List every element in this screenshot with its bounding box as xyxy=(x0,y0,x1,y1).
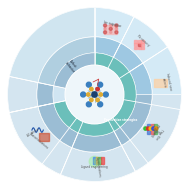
Circle shape xyxy=(104,31,107,34)
Circle shape xyxy=(86,82,91,87)
Bar xyxy=(151,124,154,134)
Text: Ion migration: Ion migration xyxy=(103,20,122,28)
Bar xyxy=(98,157,101,164)
Text: Ligand engineering: Ligand engineering xyxy=(81,165,108,169)
Text: Defect
behavior: Defect behavior xyxy=(64,58,79,73)
Bar xyxy=(95,157,98,164)
Wedge shape xyxy=(129,63,152,105)
Text: AC driven: AC driven xyxy=(26,128,40,138)
Wedge shape xyxy=(60,127,130,152)
Wedge shape xyxy=(143,47,181,110)
Circle shape xyxy=(86,102,91,107)
Circle shape xyxy=(65,65,124,124)
Bar xyxy=(147,124,150,134)
Circle shape xyxy=(87,93,90,96)
Wedge shape xyxy=(8,76,38,113)
Bar xyxy=(141,43,144,46)
Wedge shape xyxy=(114,94,152,145)
Circle shape xyxy=(104,28,106,30)
Circle shape xyxy=(81,92,86,97)
Bar xyxy=(39,133,49,141)
Bar xyxy=(141,40,144,43)
Circle shape xyxy=(99,93,102,96)
Circle shape xyxy=(154,127,158,130)
Circle shape xyxy=(66,66,123,123)
Circle shape xyxy=(109,27,112,30)
Bar xyxy=(134,43,137,46)
Circle shape xyxy=(94,158,101,165)
Wedge shape xyxy=(8,8,181,181)
Text: Passivation strategies: Passivation strategies xyxy=(104,118,137,122)
Wedge shape xyxy=(9,106,60,164)
Wedge shape xyxy=(60,145,135,181)
Bar xyxy=(154,79,167,87)
Text: Induced new
defects: Induced new defects xyxy=(160,72,172,91)
Bar xyxy=(93,157,95,164)
Wedge shape xyxy=(42,140,148,181)
Text: Crystallizations: Crystallizations xyxy=(95,157,101,178)
Circle shape xyxy=(110,31,112,33)
Bar xyxy=(141,47,144,49)
Circle shape xyxy=(90,87,93,91)
Wedge shape xyxy=(54,53,136,136)
Circle shape xyxy=(149,127,153,130)
Text: Pb vacancy: Pb vacancy xyxy=(136,34,150,47)
Wedge shape xyxy=(38,103,78,148)
Circle shape xyxy=(110,24,112,27)
Bar xyxy=(104,25,117,34)
Wedge shape xyxy=(38,103,70,141)
Circle shape xyxy=(96,98,99,102)
Circle shape xyxy=(96,87,99,91)
Bar xyxy=(134,47,137,49)
Wedge shape xyxy=(9,106,72,174)
Circle shape xyxy=(115,31,118,34)
Text: Characterizations: Characterizations xyxy=(28,132,49,150)
Bar xyxy=(138,40,141,43)
Bar xyxy=(138,47,141,49)
Text: Thin film
processing: Thin film processing xyxy=(149,123,164,140)
Wedge shape xyxy=(37,83,54,106)
Wedge shape xyxy=(121,17,167,63)
Circle shape xyxy=(152,127,155,130)
Wedge shape xyxy=(54,53,94,88)
Wedge shape xyxy=(113,43,143,72)
Wedge shape xyxy=(72,131,122,152)
Bar xyxy=(101,157,104,164)
Circle shape xyxy=(89,156,100,167)
Wedge shape xyxy=(122,94,181,171)
Circle shape xyxy=(90,98,93,102)
Circle shape xyxy=(104,24,107,27)
Wedge shape xyxy=(38,37,94,86)
Bar xyxy=(134,40,137,43)
Wedge shape xyxy=(9,8,94,83)
Bar xyxy=(138,43,141,46)
Circle shape xyxy=(144,127,147,130)
Circle shape xyxy=(98,102,103,107)
Wedge shape xyxy=(94,37,121,57)
Wedge shape xyxy=(94,8,134,43)
Circle shape xyxy=(103,92,108,97)
Circle shape xyxy=(146,127,150,130)
Text: Origins: Origins xyxy=(152,128,162,136)
Wedge shape xyxy=(130,105,180,163)
Circle shape xyxy=(98,82,103,87)
Circle shape xyxy=(115,28,118,30)
Wedge shape xyxy=(120,102,151,140)
Circle shape xyxy=(115,24,118,27)
Circle shape xyxy=(92,92,97,97)
Bar xyxy=(154,124,157,134)
